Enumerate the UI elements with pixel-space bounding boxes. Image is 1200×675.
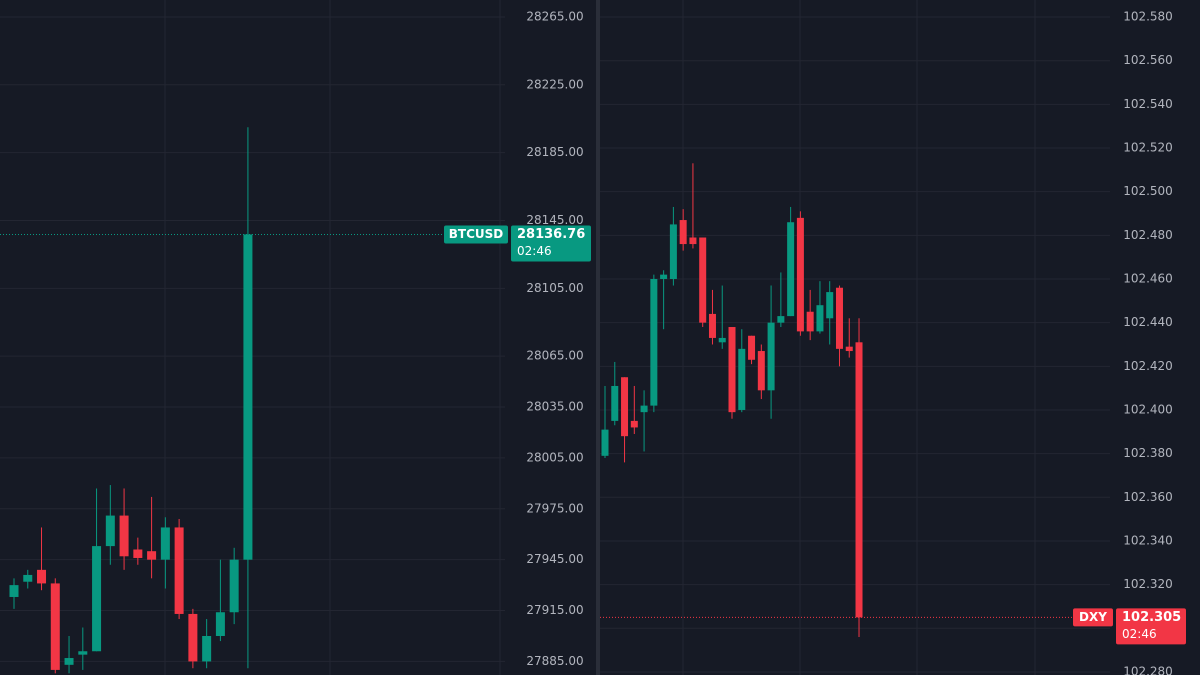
- y-tick-label: 28105.00: [526, 281, 583, 295]
- candle-body: [699, 237, 707, 323]
- y-tick-label: 102.460: [1123, 271, 1173, 285]
- candle-body: [835, 287, 843, 349]
- candle-body: [767, 322, 775, 391]
- candle-body: [630, 420, 638, 428]
- y-tick-label: 102.480: [1123, 228, 1173, 242]
- candle-body: [748, 335, 756, 360]
- y-tick-label: 28065.00: [526, 349, 583, 363]
- y-tick-label: 28145.00: [526, 213, 583, 227]
- candle-body: [660, 274, 668, 279]
- candle-body: [718, 337, 726, 343]
- last-price-label: 28136.76: [517, 227, 585, 242]
- candle-body: [826, 292, 834, 319]
- symbol-tag: [444, 225, 508, 244]
- candle-body: [105, 515, 115, 547]
- candle-body: [37, 569, 47, 584]
- candle-body: [78, 651, 88, 655]
- candle-body: [689, 237, 697, 245]
- y-tick-label: 102.340: [1123, 533, 1173, 547]
- price-tag: [511, 225, 591, 262]
- symbol-tag: [1073, 608, 1113, 627]
- y-tick-label: 102.400: [1123, 402, 1173, 416]
- y-tick-label: 102.520: [1123, 141, 1173, 155]
- candle-body: [757, 351, 765, 391]
- y-tick-label: 102.420: [1123, 359, 1173, 373]
- price-tag: [1116, 608, 1186, 645]
- y-tick-label: 27915.00: [526, 603, 583, 617]
- candle-body: [640, 405, 648, 413]
- candle-body: [601, 429, 609, 456]
- y-tick-label: 102.280: [1123, 664, 1173, 675]
- y-tick-label: 102.500: [1123, 184, 1173, 198]
- y-tick-label: 28185.00: [526, 145, 583, 159]
- y-tick-label: 102.360: [1123, 490, 1173, 504]
- y-tick-label: 102.580: [1123, 10, 1173, 24]
- candle-body: [787, 222, 795, 317]
- candle-body: [611, 385, 619, 421]
- candle-body: [621, 377, 629, 437]
- candle-body: [92, 546, 102, 652]
- symbol-label: BTCUSD: [449, 227, 504, 241]
- y-tick-label: 27885.00: [526, 654, 583, 668]
- candle-body: [215, 612, 225, 636]
- candle-body: [679, 220, 687, 245]
- candle-body: [816, 305, 824, 332]
- countdown-label: 02:46: [517, 244, 552, 258]
- candle-body: [9, 585, 19, 597]
- candle-body: [174, 527, 184, 614]
- candle-body: [650, 278, 658, 406]
- candle-body: [229, 559, 239, 613]
- candle-body: [64, 658, 74, 665]
- y-tick-label: 102.320: [1123, 577, 1173, 591]
- symbol-label: DXY: [1079, 610, 1107, 624]
- y-tick-label: 27945.00: [526, 552, 583, 566]
- panel-separator: [596, 0, 600, 675]
- candle-body: [160, 527, 170, 560]
- y-tick-label: 102.560: [1123, 53, 1173, 67]
- candle-body: [708, 313, 716, 338]
- candle-body: [23, 574, 33, 582]
- y-tick-label: 102.440: [1123, 315, 1173, 329]
- candle-body: [777, 316, 785, 323]
- y-tick-label: 27975.00: [526, 501, 583, 515]
- y-tick-label: 28225.00: [526, 77, 583, 91]
- candle-body: [119, 515, 129, 557]
- y-tick-label: 102.540: [1123, 97, 1173, 111]
- countdown-label: 02:46: [1122, 627, 1157, 641]
- candle-body: [845, 346, 853, 352]
- candle-body: [50, 583, 60, 670]
- candle-body: [855, 342, 863, 618]
- candle-body: [669, 224, 677, 279]
- candle-body: [806, 311, 814, 332]
- y-tick-label: 28035.00: [526, 400, 583, 414]
- last-price-label: 102.305: [1122, 610, 1181, 625]
- y-tick-label: 102.380: [1123, 446, 1173, 460]
- candle-body: [243, 234, 253, 560]
- candle-body: [796, 217, 804, 332]
- y-tick-label: 28005.00: [526, 450, 583, 464]
- candle-body: [202, 635, 212, 662]
- candle-body: [738, 348, 746, 410]
- y-tick-label: 28265.00: [526, 9, 583, 23]
- candle-body: [133, 549, 143, 558]
- vertical-grid: [164, 0, 1036, 675]
- candle-body: [147, 551, 157, 560]
- candle-body: [188, 613, 198, 662]
- candle-body: [728, 327, 736, 413]
